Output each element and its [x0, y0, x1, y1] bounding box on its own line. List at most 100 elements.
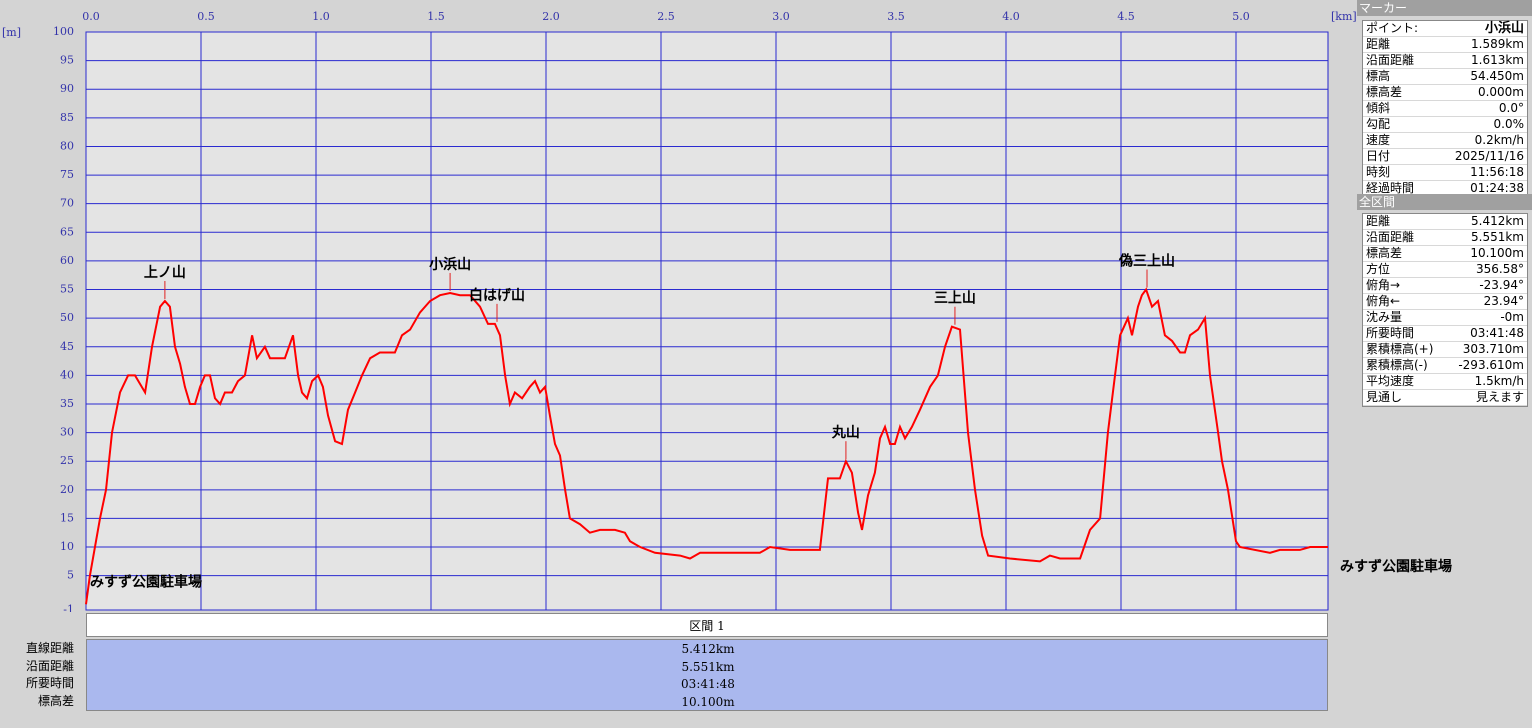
y-tick-label: 100: [53, 25, 74, 38]
row-value: -293.610m: [1458, 358, 1524, 372]
y-tick-label: 85: [60, 111, 74, 124]
x-tick-label: 1.5: [427, 10, 445, 23]
row-value: 54.450m: [1470, 69, 1524, 83]
row-value: 303.710m: [1462, 342, 1524, 356]
row-value: 11:56:18: [1470, 165, 1524, 179]
table-row: 勾配 0.0%: [1363, 117, 1527, 133]
marker-header: マーカー: [1357, 0, 1532, 16]
y-tick-label: 90: [60, 82, 74, 95]
row-label: 標高: [1366, 69, 1391, 83]
segment-value: 5.551km: [681, 659, 735, 674]
x-tick-label: 3.5: [887, 10, 905, 23]
table-row: 沈み量 -0m: [1363, 310, 1527, 326]
y-tick-label: 25: [60, 454, 74, 467]
segment-body: 5.412km 5.551km 03:41:48 10.100m: [86, 639, 1328, 711]
row-label: 経過時間: [1366, 181, 1415, 195]
y-tick-label: 80: [60, 139, 74, 152]
table-row: 速度 0.2km/h: [1363, 133, 1527, 149]
y-tick-label: 55: [60, 283, 74, 296]
y-tick-label: 40: [60, 368, 74, 381]
y-tick-label: 10: [60, 540, 74, 553]
row-value: 見えます: [1475, 390, 1524, 404]
row-value: -0m: [1500, 310, 1524, 324]
row-value: 1.613km: [1471, 53, 1524, 67]
row-label: 見通し: [1366, 390, 1403, 404]
row-value: 0.2km/h: [1474, 133, 1524, 147]
table-row: 沿面距離 1.613km: [1363, 53, 1527, 69]
row-label: 距離: [1366, 37, 1391, 51]
table-row: 所要時間 03:41:48: [1363, 326, 1527, 342]
annotation: 三上山: [934, 291, 976, 307]
table-row: 俯角→ -23.94°: [1363, 278, 1527, 294]
annotation: 上ノ山: [144, 265, 186, 281]
table-row: 時刻 11:56:18: [1363, 165, 1527, 181]
row-label: 標高差: [1366, 85, 1403, 99]
row-value: 小浜山: [1484, 21, 1524, 36]
annotation: 小浜山: [429, 256, 471, 273]
table-row: 標高 54.450m: [1363, 69, 1527, 85]
x-tick-label: 2.5: [657, 10, 675, 23]
row-label: 傾斜: [1366, 101, 1391, 115]
table-row: 累積標高(-) -293.610m: [1363, 358, 1527, 374]
table-row: 沿面距離 5.551km: [1363, 230, 1527, 246]
chart: [m] [km] -1 5 10 15 20 25 30 35 40 45 50 55 60 65 70 75…: [2, 10, 1452, 612]
row-value: 2025/11/16: [1454, 149, 1524, 163]
annotation: 偽三上山: [1118, 253, 1175, 270]
x-tick-label: 5.0: [1232, 10, 1250, 23]
row-value: 1.589km: [1471, 37, 1524, 51]
table-row: 方位 356.58°: [1363, 262, 1527, 278]
row-value: 03:41:48: [1470, 326, 1524, 340]
table-row: 俯角← 23.94°: [1363, 294, 1527, 310]
row-value: 5.412km: [1471, 214, 1524, 228]
x-tick-label: 0.0: [82, 10, 100, 23]
row-label: ポイント:: [1366, 21, 1419, 35]
y-tick-label: 50: [60, 311, 74, 324]
row-label: 方位: [1366, 262, 1391, 276]
row-label: 速度: [1366, 133, 1391, 147]
x-tick-label: 1.0: [312, 10, 330, 23]
row-label: 勾配: [1366, 117, 1391, 131]
row-label: 平均速度: [1366, 374, 1415, 388]
row-label: 俯角←: [1366, 294, 1401, 308]
table-row: 距離 5.412km: [1363, 214, 1527, 230]
y-tick-label: 75: [60, 168, 74, 181]
row-value: -23.94°: [1479, 278, 1524, 292]
y-tick-label: 95: [60, 54, 74, 67]
y-axis-label: [m]: [2, 26, 21, 39]
row-label: 沿面距離: [1366, 53, 1415, 67]
x-tick-label: 4.5: [1117, 10, 1135, 23]
row-label: 所要時間: [1366, 326, 1415, 340]
section-table: 距離 5.412km 沿面距離 5.551km 標高差 10.100m 方位 356.58° 俯…: [1362, 213, 1528, 407]
y-tick-label: 15: [60, 511, 74, 524]
annotation: みすず公園駐車場: [90, 573, 202, 590]
row-label: 累積標高(+): [1366, 342, 1434, 356]
x-tick-label: 3.0: [772, 10, 790, 23]
segment-header: 区間 1: [86, 613, 1328, 637]
table-row: 標高差 10.100m: [1363, 246, 1527, 262]
segment-value: 03:41:48: [681, 677, 735, 691]
y-tick-label: 5: [67, 569, 74, 582]
y-tick-label: 70: [60, 197, 74, 210]
table-row: 傾斜 0.0°: [1363, 101, 1527, 117]
y-tick-label: -1: [63, 603, 74, 612]
table-row: 累積標高(+) 303.710m: [1363, 342, 1527, 358]
row-label: 時刻: [1366, 165, 1391, 179]
x-tick-label: 4.0: [1002, 10, 1020, 23]
row-value: 23.94°: [1483, 294, 1524, 308]
x-axis-label: [km]: [1331, 10, 1357, 23]
row-value: 10.100m: [1470, 246, 1524, 260]
segment-value: 10.100m: [681, 694, 735, 709]
row-value: 0.0°: [1498, 101, 1524, 115]
table-row: 見通し 見えます: [1363, 390, 1527, 406]
table-row: 標高差 0.000m: [1363, 85, 1527, 101]
row-label: 距離: [1366, 214, 1391, 228]
marker-table: ポイント: 小浜山距離 1.589km 沿面距離 1.613km 標高 54.450m 標高差…: [1362, 20, 1528, 198]
table-row: 日付 2025/11/16: [1363, 149, 1527, 165]
y-tick-label: 65: [60, 225, 74, 238]
y-tick-label: 45: [60, 340, 74, 353]
row-value: 01:24:38: [1470, 181, 1524, 195]
elevation-line: [85, 287, 1328, 605]
segment-value: 5.412km: [681, 642, 735, 656]
y-tick-label: 35: [60, 397, 74, 410]
